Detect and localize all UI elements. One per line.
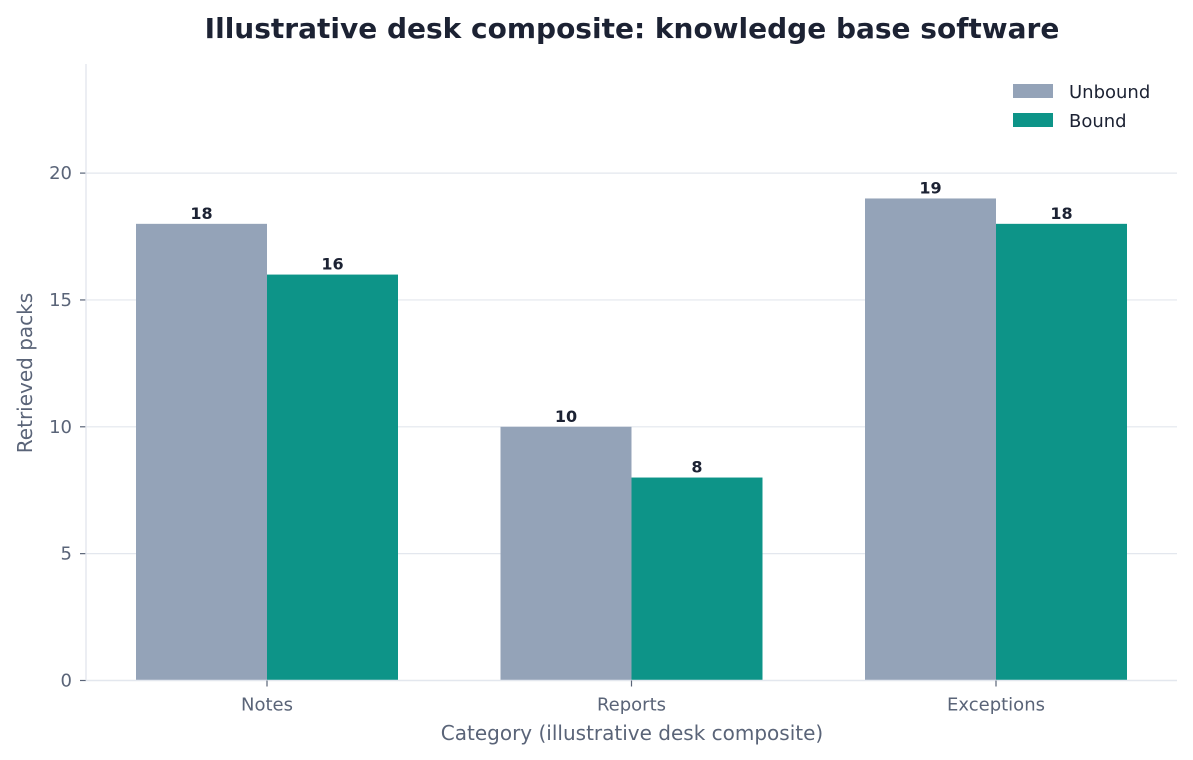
y-axis-label: Retrieved packs <box>13 293 37 453</box>
chart-title: Illustrative desk composite: knowledge b… <box>205 12 1060 45</box>
y-tick-label: 10 <box>49 417 72 438</box>
x-axis-label: Category (illustrative desk composite) <box>441 721 823 745</box>
bar-unbound-reports <box>500 426 632 681</box>
y-tick-label: 0 <box>61 671 72 692</box>
y-tick-label: 5 <box>61 544 72 565</box>
bar-value-label: 10 <box>555 407 577 426</box>
axes: 0 5 10 15 20 Notes Reports Exceptions <box>49 64 1177 716</box>
x-tick-label: Reports <box>597 695 666 716</box>
bar-bound-reports <box>631 477 763 681</box>
bar-value-label: 8 <box>691 458 702 477</box>
bar-value-label: 19 <box>919 178 941 197</box>
bar-unbound-notes <box>136 223 267 681</box>
x-tick-label: Notes <box>241 695 293 716</box>
bar-value-label: 18 <box>190 204 212 223</box>
y-tick-label: 15 <box>49 290 72 311</box>
bar-value-label: 18 <box>1050 204 1072 223</box>
bars <box>136 198 1127 681</box>
y-tick-label: 20 <box>49 163 72 184</box>
legend-swatch-bound <box>1013 113 1053 127</box>
bar-bound-exceptions <box>996 223 1127 681</box>
legend: Unbound Bound <box>1013 82 1150 132</box>
legend-swatch-unbound <box>1013 84 1053 98</box>
bar-bound-notes <box>267 274 398 681</box>
legend-label-bound: Bound <box>1069 111 1127 132</box>
legend-label-unbound: Unbound <box>1069 82 1150 103</box>
data-labels: 18 16 10 8 19 18 <box>190 178 1072 476</box>
bar-value-label: 16 <box>321 255 343 274</box>
x-tick-label: Exceptions <box>947 695 1045 716</box>
bar-unbound-exceptions <box>865 198 996 681</box>
